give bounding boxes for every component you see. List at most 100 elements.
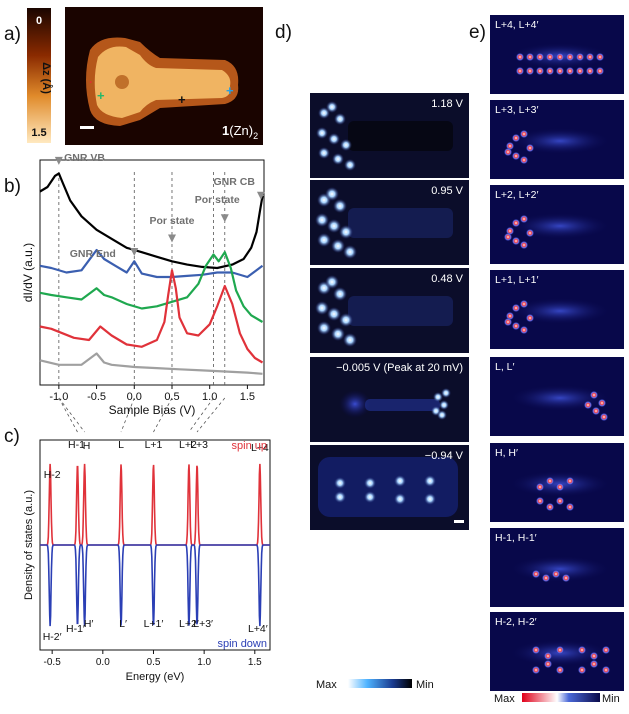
map-ribbon [348, 296, 453, 326]
map-ribbon [318, 457, 458, 517]
map-spot [333, 287, 347, 301]
orbital-lobe [577, 645, 587, 655]
chart-c-peak-label-down: L+4′ [248, 623, 268, 635]
chart-c-peak-label-down: L+2′ [179, 618, 199, 630]
orbital-lobe [545, 476, 555, 486]
map-bias-label: 0.95 V [431, 185, 463, 197]
orbital-lobe [511, 236, 521, 246]
orbital-ribbon [510, 298, 610, 324]
chart-c-peak-label-down: L′ [119, 618, 127, 630]
orbital-ribbon [510, 128, 610, 154]
connector-line [153, 397, 173, 433]
chart-c-legend-spin-up: spin up [232, 440, 267, 452]
orbital-lobe [595, 52, 605, 62]
orbital-lobe [575, 66, 585, 76]
orbital-lobe [541, 573, 551, 583]
map-spot [325, 187, 339, 201]
chart-c-peak-label-up: L+3 [190, 439, 208, 451]
map-spot [394, 475, 406, 487]
chart-b-annotation: Por state [150, 215, 195, 227]
orbital-lobe [511, 218, 521, 228]
map-ribbon [365, 399, 440, 411]
orbital-lobe [555, 645, 565, 655]
chart-c-peak-label-up: L+2 [179, 439, 197, 451]
compound-label-bold: 1 [222, 123, 229, 138]
orbital-ribbon [510, 213, 610, 239]
orbital-lobe [511, 303, 521, 313]
orbital-lobe [535, 52, 545, 62]
map-spot [424, 493, 436, 505]
map-spot [327, 307, 341, 321]
orbital-lobe [511, 133, 521, 143]
map-spot [332, 153, 344, 165]
chart-c-xtick-label: 0.0 [96, 657, 110, 668]
orbital-lobe [525, 52, 535, 62]
colorbar-e-gradient [522, 693, 600, 702]
map-spot [343, 245, 357, 259]
orbital-lobe [535, 482, 545, 492]
chart-c-peak-label-up: H [83, 440, 91, 452]
orbital-lobe [589, 659, 599, 669]
colorbar-d: Max Min [316, 679, 434, 691]
map-spot [334, 477, 346, 489]
chart-b-annotation-arrow [167, 234, 176, 243]
orbital-label: H, H′ [495, 447, 518, 459]
map-spot [331, 327, 345, 341]
orbital-label: H-2, H-2′ [495, 616, 537, 628]
afm-marker-blue: + [226, 83, 234, 98]
orbital-lobe [519, 155, 529, 165]
chart-b-annotation-arrow [54, 156, 63, 165]
orbital-lobe [511, 321, 521, 331]
orbital-lobe [519, 325, 529, 335]
chart-c-peak-label-down: H′ [84, 618, 94, 630]
map-spot [325, 275, 339, 289]
orbital-lobe [525, 143, 535, 153]
chart-c-peak-label-down: L+3′ [193, 618, 213, 630]
orbital-lobe [545, 52, 555, 62]
orbital-lobe [535, 496, 545, 506]
chart-c-xtick-label: -0.5 [44, 657, 62, 668]
map-spot [315, 213, 329, 227]
chart-b-annotation-arrow [220, 214, 229, 223]
chart-b-annotation: GNR VB [64, 152, 105, 164]
chart-c-series-line [40, 544, 270, 627]
panel-c-label: c) [4, 426, 20, 447]
orbital-lobe [543, 651, 553, 661]
panel-d-maps: 1.18 V 0.95 V 0.48 V −0.005 V (Peak at 20 m… [310, 93, 469, 530]
orbital-label: L+3, L+3′ [495, 104, 538, 116]
orbital-lobe [599, 412, 609, 422]
chart-c-series-line [40, 463, 270, 546]
chart-b-xtick-label: -0.5 [87, 391, 106, 403]
chart-b-annotation: Por state [195, 194, 240, 206]
chart-c-peak-label-down: L+1′ [144, 618, 164, 630]
connector-line [188, 397, 214, 433]
colorbar-a: 0 1.5 Δz (Å) [27, 8, 53, 143]
map-spot [394, 493, 406, 505]
chart-b-annotation-arrow [256, 191, 265, 200]
map-spot [331, 239, 345, 253]
panel-b-label: b) [4, 176, 21, 197]
chart-c-peak-label-down: H-1′ [66, 623, 85, 635]
orbital-lobe [545, 66, 555, 76]
orbital-lobe [519, 299, 529, 309]
orbital-lobe [555, 482, 565, 492]
chart-b-annotation-arrow [130, 248, 139, 256]
chart-b-xtick-label: -1.0 [49, 391, 68, 403]
orbital-lobe [577, 665, 587, 675]
orbital-lobe [595, 66, 605, 76]
orbital-label: L+2, L+2′ [495, 189, 538, 201]
map-spot [364, 477, 376, 489]
chart-c: H-2 H-1H L L+1 L+2L+3 L+4 H-2′ H-1′H′ L′ L+1′ L+2′… [23, 439, 271, 683]
map-spot [339, 313, 353, 327]
map-spot [344, 159, 356, 171]
colorbar-a-axis-label: Δz (Å) [40, 62, 53, 94]
chart-c-peak-label-down: H-2′ [43, 631, 62, 643]
chart-b-series-line [39, 352, 263, 375]
panel-e-orbitals: L+4, L+4′ L+3, L+3′ L+2, L+2′ L+1, L+1′ L, L… [490, 15, 624, 691]
map-spot [433, 392, 443, 402]
map-spot [343, 333, 357, 347]
orbital-lobe [551, 569, 561, 579]
orbital-lobe [515, 52, 525, 62]
chart-b-annotation: GNR CB [214, 176, 256, 188]
map-spot [333, 199, 347, 213]
